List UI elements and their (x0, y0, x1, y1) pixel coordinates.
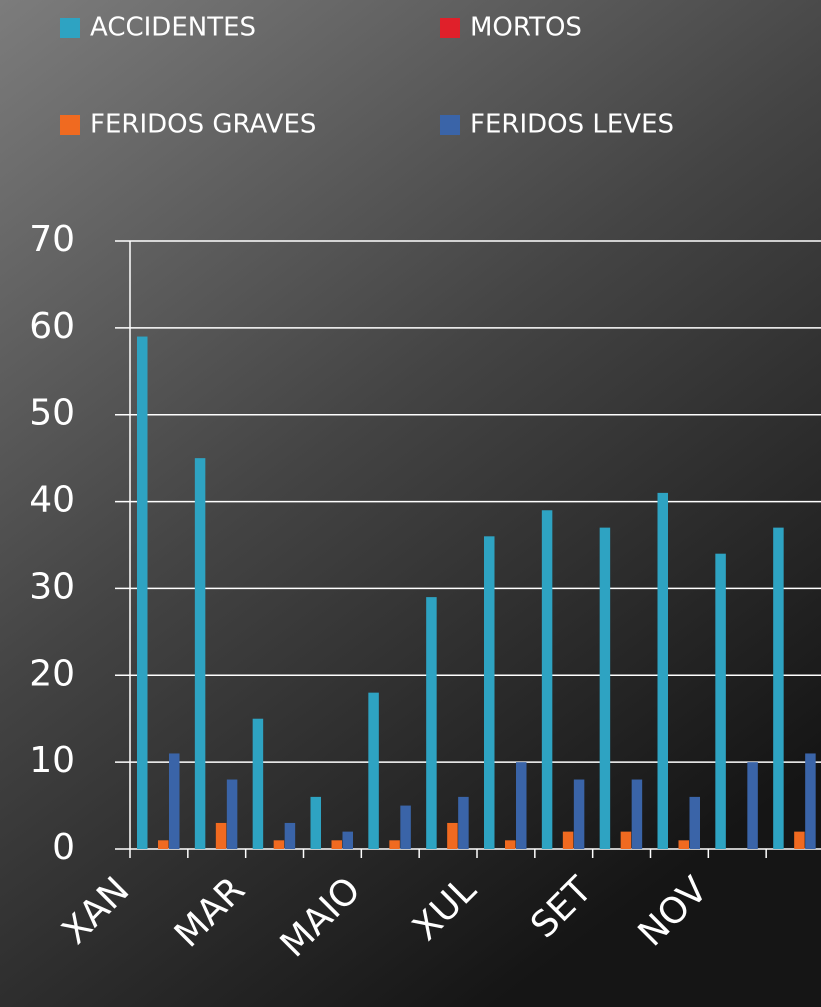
bar (505, 840, 516, 849)
bar (389, 840, 400, 849)
bar (747, 762, 758, 849)
bar (252, 718, 264, 849)
legend-swatch (60, 115, 80, 135)
bar (657, 492, 668, 849)
bar (773, 527, 784, 849)
y-tick-label: 50 (29, 393, 75, 434)
bar (158, 840, 169, 849)
bar (458, 796, 469, 849)
y-tick-label: 10 (29, 740, 75, 781)
bar (310, 796, 321, 849)
bar (541, 510, 553, 849)
y-tick-label: 20 (29, 653, 75, 694)
bar (516, 762, 527, 849)
bar (620, 831, 632, 849)
legend-label: MORTOS (470, 13, 582, 43)
legend-label: ACCIDENTES (90, 13, 256, 43)
bar (715, 553, 726, 849)
bar (573, 779, 585, 849)
bar (273, 840, 285, 849)
legend-swatch (60, 18, 80, 38)
bar (194, 458, 206, 849)
bar (447, 822, 458, 849)
legend-label: FERIDOS GRAVES (90, 110, 316, 140)
bar (426, 597, 437, 849)
bar (215, 822, 227, 849)
legend-swatch (440, 115, 460, 135)
bar (631, 779, 643, 849)
bar (331, 840, 342, 849)
legend-label: FERIDOS LEVES (470, 110, 674, 140)
y-tick-label: 60 (29, 306, 75, 347)
bar (137, 336, 148, 849)
bar (342, 831, 353, 849)
bar (678, 840, 689, 849)
y-tick-label: 30 (29, 566, 75, 607)
bar (169, 753, 180, 849)
bar (562, 831, 574, 849)
y-tick-label: 40 (29, 480, 75, 521)
bar (689, 796, 700, 849)
legend-swatch (440, 18, 460, 38)
y-tick-label: 0 (52, 827, 75, 868)
bar (484, 536, 495, 849)
bar (226, 779, 238, 849)
bar (368, 692, 379, 849)
bar (599, 527, 611, 849)
bar (400, 805, 411, 849)
bar (805, 753, 816, 849)
bar (794, 831, 805, 849)
y-tick-label: 70 (29, 219, 75, 260)
bar (284, 822, 296, 849)
